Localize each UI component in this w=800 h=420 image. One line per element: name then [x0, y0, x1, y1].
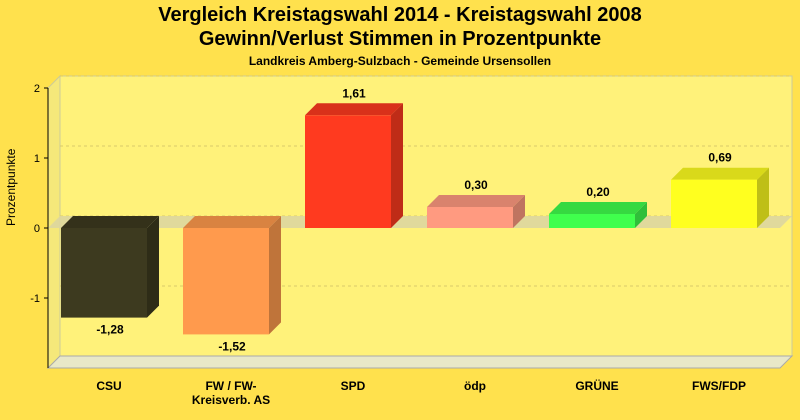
bar-side — [269, 216, 281, 335]
data-label: 0,69 — [708, 151, 732, 165]
bar-5 — [671, 167, 769, 228]
data-label: -1,52 — [218, 339, 246, 353]
y-tick-label: 1 — [34, 153, 40, 165]
x-tick-label: FW / FW- — [205, 379, 256, 393]
bar-side — [757, 167, 769, 228]
chart-title: Vergleich Kreistagswahl 2014 - Kreistags… — [158, 4, 642, 26]
data-label: -1,28 — [96, 323, 124, 337]
data-label: 0,30 — [464, 178, 488, 192]
plot-floor — [46, 355, 794, 369]
bar — [549, 214, 635, 228]
x-tick-label: GRÜNE — [575, 378, 618, 393]
bar-side — [147, 216, 159, 318]
chart-title-line2: Gewinn/Verlust Stimmen in Prozentpunkte — [198, 28, 602, 50]
y-tick-label: -1 — [30, 293, 40, 305]
bar-top — [61, 216, 159, 228]
y-tick-label: 0 — [34, 223, 40, 235]
bar-side — [635, 202, 647, 228]
bar-4 — [549, 202, 647, 228]
bar — [305, 115, 391, 228]
x-tick-label: Kreisverb. AS — [192, 393, 270, 407]
x-tick-label: FWS/FDP — [692, 379, 746, 393]
bar-top — [549, 202, 647, 214]
bar — [671, 179, 757, 228]
bar-top — [671, 167, 769, 180]
x-tick-label: CSU — [96, 379, 121, 393]
bar — [427, 207, 513, 228]
bar-side — [513, 195, 525, 228]
bar-0 — [61, 216, 159, 318]
y-tick-label: 2 — [34, 83, 40, 95]
data-label: 0,20 — [586, 185, 610, 199]
x-tick-label: SPD — [341, 379, 366, 393]
bar-2 — [305, 103, 403, 228]
bar-top — [427, 195, 525, 207]
data-label: 1,61 — [342, 86, 366, 100]
bar — [61, 228, 147, 318]
bar-3 — [427, 195, 525, 228]
bar-side — [391, 103, 403, 228]
bar-top — [305, 103, 403, 116]
bar-top — [183, 216, 281, 228]
bar-1 — [183, 216, 281, 335]
bar — [183, 228, 269, 335]
chart-subtitle: Landkreis Amberg-Sulzbach - Gemeinde Urs… — [248, 54, 552, 68]
x-tick-label: ödp — [464, 379, 486, 393]
